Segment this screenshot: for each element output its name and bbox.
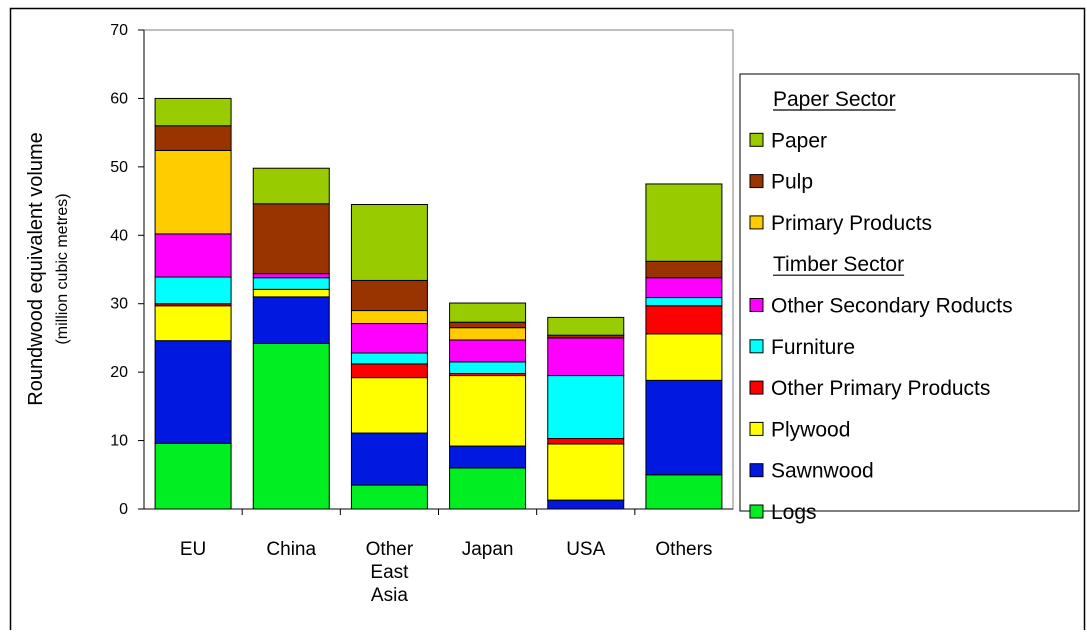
legend-swatch-paper xyxy=(749,132,764,147)
bar-segment-eu-paper xyxy=(154,97,232,127)
bar-segment-china-pulp xyxy=(252,203,330,275)
legend-label-other-primary-products: Other Primary Products xyxy=(771,377,990,400)
x-axis-labels: EU China Other East Asia Japan USA Others xyxy=(180,509,712,606)
bar-segment-china-furniture xyxy=(252,277,330,290)
y-axis-ticks: 0 10 20 30 40 50 60 70 xyxy=(110,22,144,518)
bar-segment-others-furniture xyxy=(645,297,723,307)
bar-segment-japan-plywood xyxy=(449,375,527,447)
y-tick-label-50: 50 xyxy=(110,159,128,176)
legend-label-other-secondary-roducts: Other Secondary Roducts xyxy=(771,295,1013,318)
y-tick-label-20: 20 xyxy=(110,364,128,381)
legend-label-paper: Paper xyxy=(771,129,827,152)
bar-segment-japan-other-secondary-roducts xyxy=(449,339,527,363)
x-category-label-china: China xyxy=(266,539,316,560)
y-axis-sublabel: (million cubic metres) xyxy=(54,193,71,344)
bar-segment-others-paper xyxy=(645,183,723,262)
bar-segment-eu-furniture xyxy=(154,276,232,305)
x-category-label-other-east-asia: Other East Asia xyxy=(366,539,414,606)
bar-segment-usa-furniture xyxy=(547,375,625,440)
y-tick-label-30: 30 xyxy=(110,296,128,313)
x-category-label-usa: USA xyxy=(566,539,605,560)
y-tick-label-60: 60 xyxy=(110,90,128,107)
bar-segment-others-plywood xyxy=(645,333,723,381)
y-axis-label: Roundwood equivalent volume xyxy=(25,132,47,406)
legend-label-logs: Logs xyxy=(771,501,817,524)
bar-segment-other-east-asia-furniture xyxy=(350,352,428,365)
bar-segment-other-east-asia-plywood xyxy=(350,377,428,434)
bar-segment-usa-plywood xyxy=(547,443,625,501)
bar-segment-usa-other-secondary-roducts xyxy=(547,337,625,377)
plot-area-border xyxy=(143,29,734,510)
bar-segment-eu-other-secondary-roducts xyxy=(154,233,232,278)
legend: Paper Sector Paper Pulp Primary Products Tim… xyxy=(749,88,1013,524)
bar-segment-other-east-asia-other-secondary-roducts xyxy=(350,323,428,354)
legend-swatch-primary-products xyxy=(749,215,764,230)
x-category-label-eu: EU xyxy=(180,539,206,560)
bar-segment-other-east-asia-paper xyxy=(350,203,428,281)
bar-segment-japan-paper xyxy=(449,302,527,323)
legend-swatch-plywood xyxy=(749,421,764,436)
bar-segment-other-east-asia-sawnwood xyxy=(350,432,428,486)
legend-label-furniture: Furniture xyxy=(771,336,855,359)
legend-label-pulp: Pulp xyxy=(771,171,813,194)
bar-segment-others-other-primary-products xyxy=(645,305,723,335)
bar-segment-eu-primary-products xyxy=(154,149,232,235)
legend-label-sawnwood: Sawnwood xyxy=(771,460,874,483)
bar-segment-others-sawnwood xyxy=(645,379,723,476)
bar-segment-other-east-asia-other-primary-products xyxy=(350,363,428,379)
bar-segment-japan-sawnwood xyxy=(449,445,527,469)
y-tick-label-40: 40 xyxy=(110,227,128,244)
legend-header-timber-sector: Timber Sector xyxy=(773,253,904,276)
legend-box xyxy=(739,73,1080,512)
bar-segment-china-paper xyxy=(252,167,330,205)
legend-swatch-other-secondary-roducts xyxy=(749,298,764,312)
bar-segment-japan-pulp xyxy=(449,321,527,329)
bar-segment-eu-sawnwood xyxy=(154,340,232,444)
bar-segment-usa-sawnwood xyxy=(547,499,625,510)
bar-segment-others-other-secondary-roducts xyxy=(645,277,723,299)
legend-label-primary-products: Primary Products xyxy=(771,212,932,235)
bar-segment-japan-furniture xyxy=(449,361,527,375)
bar-segment-others-logs xyxy=(645,474,723,510)
bar-segment-other-east-asia-pulp xyxy=(350,279,428,312)
bar-segment-china-other-secondary-roducts xyxy=(252,273,330,279)
bar-segment-other-east-asia-primary-products xyxy=(350,310,428,325)
bar-segment-china-sawnwood xyxy=(252,296,330,344)
y-tick-label-70: 70 xyxy=(110,22,128,39)
bar-segment-japan-primary-products xyxy=(449,327,527,341)
legend-swatch-pulp xyxy=(749,174,764,189)
chart-outer-border xyxy=(9,7,1086,635)
bar-segment-china-logs xyxy=(252,342,330,510)
bar-segment-eu-pulp xyxy=(154,125,232,151)
legend-swatch-furniture xyxy=(749,339,764,354)
bar-segment-china-plywood xyxy=(252,288,330,298)
bar-segment-others-pulp xyxy=(645,260,723,279)
bar-segment-eu-logs xyxy=(154,442,232,510)
legend-swatch-logs xyxy=(749,504,764,519)
y-tick-label-10: 10 xyxy=(110,433,128,450)
legend-label-plywood: Plywood xyxy=(771,418,850,441)
x-category-label-japan: Japan xyxy=(462,539,514,560)
bar-segment-usa-other-primary-products xyxy=(547,438,625,445)
legend-swatch-other-primary-products xyxy=(749,380,764,395)
bar-segment-eu-plywood xyxy=(154,305,232,342)
x-category-label-others: Others xyxy=(655,539,712,560)
legend-swatch-sawnwood xyxy=(749,463,764,478)
y-tick-label-0: 0 xyxy=(119,501,128,518)
bar-segment-usa-paper xyxy=(547,316,625,336)
bar-stacks xyxy=(154,97,723,510)
bar-segment-japan-logs xyxy=(449,467,527,510)
bar-segment-other-east-asia-logs xyxy=(350,484,428,510)
legend-header-paper-sector: Paper Sector xyxy=(773,88,896,111)
